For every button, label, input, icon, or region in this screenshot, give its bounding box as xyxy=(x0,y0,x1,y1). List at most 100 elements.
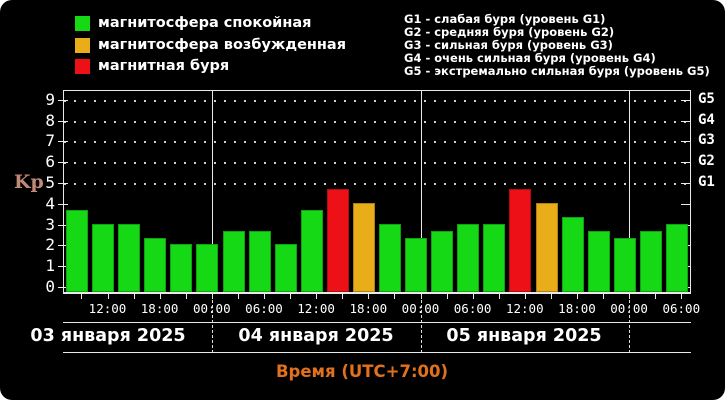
kp-bar xyxy=(66,209,88,292)
x-tick xyxy=(524,293,526,299)
kp-bar xyxy=(170,244,193,292)
kp-bar xyxy=(248,230,271,292)
x-tick-label: 18:00 xyxy=(140,301,179,316)
kp-bar xyxy=(561,216,584,292)
x-tick-label: 06:00 xyxy=(453,301,492,316)
date-label-day1: 03 января 2025 xyxy=(30,326,186,346)
day-separator-1 xyxy=(420,91,422,292)
x-tick xyxy=(498,293,500,299)
legend-item-storm: магнитная буря xyxy=(75,59,346,74)
x-tick xyxy=(316,293,318,299)
kp-bar xyxy=(509,188,532,292)
kp-bar xyxy=(613,237,636,292)
x-tick xyxy=(603,293,605,299)
quiet-color-swatch xyxy=(75,16,90,31)
y-tick-8 xyxy=(58,120,68,122)
g-level-label-G2: G2 xyxy=(698,153,715,170)
y-tick-2 xyxy=(58,245,68,247)
y-tick-9 xyxy=(58,99,68,101)
storm-level-g1: G1 - слабая буря (уровень G1) xyxy=(404,12,606,26)
y-tick-4 xyxy=(58,203,68,205)
x-tick xyxy=(81,293,83,299)
midnight-dash-2 xyxy=(629,295,631,353)
time-axis-label: Время (UTC+7:00) xyxy=(275,362,449,381)
kp-gridline-8 xyxy=(64,120,690,123)
y-tick-label-6: 6 xyxy=(45,152,55,172)
kp-bar xyxy=(352,202,375,292)
x-tick xyxy=(133,293,135,299)
y-tick-label-2: 2 xyxy=(45,235,55,255)
legend-item-excited: магнитосфера возбужденная xyxy=(75,37,346,53)
date-label-day2: 04 января 2025 xyxy=(238,326,394,346)
kp-bar xyxy=(457,223,480,292)
x-tick xyxy=(159,293,161,299)
kp-bar-chart-plot xyxy=(63,90,691,294)
legend-label-storm: магнитная буря xyxy=(98,58,230,74)
x-tick xyxy=(681,293,683,299)
y-tick-label-0: 0 xyxy=(45,277,55,296)
x-tick xyxy=(368,293,370,299)
kp-bar xyxy=(483,223,506,292)
midnight-dash-1 xyxy=(420,295,422,353)
date-strip-top-line xyxy=(63,322,691,323)
kp-gridline-7 xyxy=(64,141,690,144)
x-tick-label: 00:00 xyxy=(401,301,440,316)
kp-bar xyxy=(92,223,115,292)
y-tick-7 xyxy=(58,141,68,143)
legend-label-quiet: магнитосфера спокойная xyxy=(98,15,312,31)
kp-gridline-5 xyxy=(64,183,690,185)
g-level-label-G3: G3 xyxy=(698,132,715,149)
storm-level-g4: G4 - очень сильная буря (уровень G4) xyxy=(404,51,656,65)
storm-color-swatch xyxy=(75,59,90,74)
y-tick-label-4: 4 xyxy=(45,193,55,213)
storm-level-g3: G3 - сильная буря (уровень G3) xyxy=(404,38,613,52)
y-tick-label-5: 5 xyxy=(45,173,55,192)
x-tick xyxy=(264,293,265,299)
day-separator-2 xyxy=(629,91,631,292)
x-tick-label: 00:00 xyxy=(192,301,231,316)
x-tick-label: 06:00 xyxy=(662,301,701,316)
x-tick-label: 12:00 xyxy=(505,301,544,316)
x-tick-label: 18:00 xyxy=(349,301,388,316)
kp-gridline-9 xyxy=(64,99,690,102)
g-level-label-G1: G1 xyxy=(698,174,715,190)
y-tick-label-8: 8 xyxy=(45,110,55,130)
x-tick xyxy=(185,293,187,299)
kp-bar xyxy=(379,223,401,292)
y-tick-0 xyxy=(58,287,68,288)
date-strip-bottom-line xyxy=(63,352,691,353)
y-tick-1 xyxy=(58,266,68,268)
x-tick xyxy=(655,293,657,299)
storm-level-descriptions: G1 - слабая буря (уровень G1) G2 - средн… xyxy=(404,13,710,78)
y-tick-label-1: 1 xyxy=(45,256,55,276)
storm-level-g2: G2 - средняя буря (уровень G2) xyxy=(404,25,615,39)
x-tick-label: 12:00 xyxy=(297,301,335,316)
excited-color-swatch xyxy=(75,37,90,53)
x-tick xyxy=(550,293,552,299)
x-tick xyxy=(577,293,578,299)
kp-bar xyxy=(144,237,167,292)
x-tick xyxy=(290,293,292,299)
kp-bar xyxy=(300,209,323,292)
legend-item-quiet: магнитосфера спокойная xyxy=(75,16,346,31)
kp-bar xyxy=(196,244,219,292)
y-tick-label-7: 7 xyxy=(45,131,55,151)
right-tick-5 xyxy=(681,183,690,184)
x-tick xyxy=(237,293,239,299)
x-tick-label: 00:00 xyxy=(610,301,648,316)
kp-bar xyxy=(639,230,662,292)
kp-bar xyxy=(326,188,349,292)
x-tick xyxy=(107,293,109,299)
midnight-dash-0 xyxy=(211,295,213,353)
x-tick xyxy=(394,293,396,299)
y-tick-label-3: 3 xyxy=(45,214,55,234)
g-level-label-G4: G4 xyxy=(698,111,715,128)
right-tick-7 xyxy=(681,141,690,143)
x-tick xyxy=(342,293,344,299)
right-tick-6 xyxy=(681,162,690,164)
right-tick-9 xyxy=(681,99,690,101)
kp-bar xyxy=(405,237,428,292)
kp-bar xyxy=(535,202,558,292)
x-tick-label: 12:00 xyxy=(88,301,127,316)
